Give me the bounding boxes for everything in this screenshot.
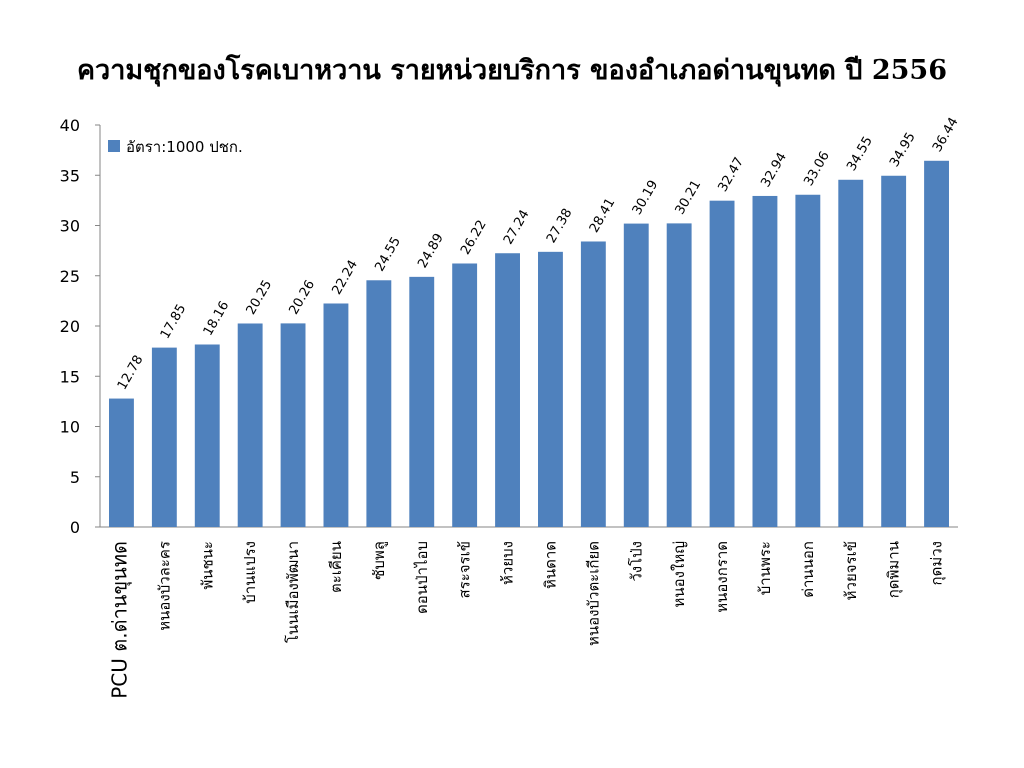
data-label: 24.89 [415,231,447,271]
bar [237,323,263,527]
bar [366,280,392,527]
y-tick-label: 25 [60,267,80,286]
data-label: 28.41 [587,196,619,236]
data-label: 27.38 [544,206,576,246]
data-label: 32.94 [758,150,790,190]
data-label: 22.24 [329,258,361,298]
x-category-label: กุดพิมาน [885,541,904,598]
data-label: 12.78 [115,353,147,393]
x-category-label: หนองกราด [713,541,731,613]
x-category-label: หินดาด [541,541,559,589]
data-label: 26.22 [458,218,490,258]
data-label: 27.24 [501,208,533,248]
bar [323,303,349,527]
x-category-label: บ้านแปรง [241,541,259,604]
bar [280,323,306,527]
bar [495,253,520,527]
bar [409,276,435,527]
data-label: 32.47 [716,155,748,195]
bar [452,263,478,527]
data-label: 20.26 [287,278,319,318]
x-category-label: บ้านพระ [756,541,774,595]
bars [109,160,949,528]
chart-title: ความชุกของโรคเบาหวาน รายหน่วยบริการ ของอ… [76,55,947,86]
bar [795,194,821,527]
data-label: 20.25 [244,278,276,318]
bar [752,195,778,527]
data-label: 30.21 [673,178,705,218]
bar [538,251,563,527]
bar [109,398,134,527]
legend-label: อัตรา:1000 ปชก. [126,138,243,156]
data-label: 24.55 [372,235,404,275]
x-category-label: กุดม่วง [928,541,947,585]
data-label: 34.55 [844,134,876,174]
x-category-label: PCU ต.ด่านขุนทด [107,541,132,699]
data-label: 17.85 [158,302,190,342]
y-tick-label: 20 [60,317,80,336]
x-category-label: หนองบัวตะเกียด [584,541,602,646]
y-tick-label: 35 [60,166,80,185]
bar [194,344,220,527]
x-category-label: หนองใหญ่ [670,541,688,607]
data-label: 34.95 [887,130,919,170]
y-tick-label: 5 [70,468,80,487]
y-tick-label: 15 [60,367,80,386]
bar [666,223,692,527]
bar [881,175,907,527]
x-category-label: วังโป่ง [627,541,645,582]
data-label: 33.06 [801,149,833,189]
x-category-label: ห้วยบง [499,541,517,585]
bar [709,200,735,527]
x-category-label: ดอนป่าไอบ [413,541,431,614]
bar [580,241,606,528]
data-label: 18.16 [201,299,233,339]
x-axis-categories: PCU ต.ด่านขุนทด หนองบัวละคร พันชนะ บ้านแปรง… [107,541,946,699]
y-tick-label: 10 [60,418,80,437]
data-label: 36.44 [930,115,962,155]
x-category-label: หนองบัวละคร [155,541,173,631]
x-category-label: ห้วยจรเข้ [842,541,860,600]
y-tick-label: 0 [70,518,80,537]
x-category-label: สระจรเข้ [456,541,474,599]
bar [623,223,649,527]
bar [924,160,949,527]
bar [838,179,864,527]
x-category-label: ด่านนอก [799,541,817,598]
x-category-label: โนนเมืองพัฒนา [284,541,302,643]
bar [151,347,177,527]
y-tick-label: 30 [60,217,80,236]
x-category-label: ซับพลู [370,541,388,580]
legend: อัตรา:1000 ปชก. [108,138,243,156]
y-tick-label: 40 [60,116,80,135]
x-category-label: พันชนะ [198,541,216,590]
legend-swatch [108,140,120,152]
x-category-label: ตะเคียน [327,541,345,593]
data-label: 30.19 [630,178,662,218]
